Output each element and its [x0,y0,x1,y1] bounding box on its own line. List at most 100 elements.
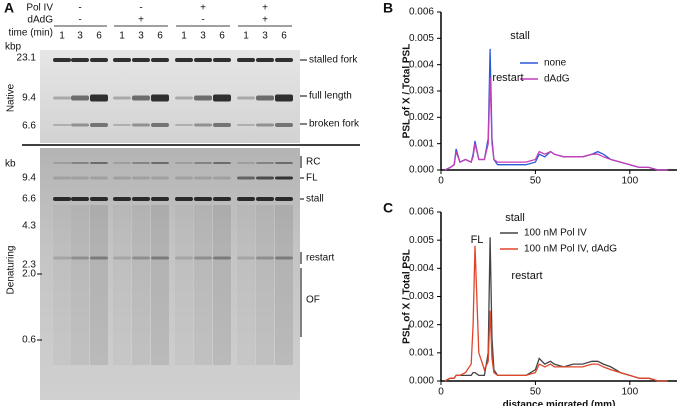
time-label: 3 [262,31,268,42]
x-tick-label: 100 [621,387,638,398]
y-tick-label: 0.004 [409,59,434,70]
gel-band [90,176,108,180]
marker-label: 4.3 [22,221,36,232]
y-tick-label: 0.000 [409,376,434,387]
gel-band [275,176,293,180]
y-tick-label: 0.004 [409,263,434,274]
gel-band [256,58,274,62]
gel-band [132,58,150,62]
gel-band [71,162,89,164]
time-label: 3 [200,31,206,42]
gel-band [71,256,89,260]
gel-band [132,197,150,201]
y-tick-label: 0.000 [409,165,434,176]
marker-label: 6.6 [22,194,36,205]
gel-band [90,162,108,164]
gel-smear [71,205,89,365]
gel-band [213,162,231,164]
gel-band [194,123,212,127]
gel-band [213,256,231,260]
gel-band [53,124,71,126]
marker-label: 2.3 [22,260,36,271]
marker-label: 0.6 [22,335,36,346]
x-tick-label: 0 [438,176,444,187]
gel-band [151,256,169,260]
gel-band [275,58,293,62]
gel-band [151,162,169,164]
band-label: stalled fork [309,55,358,66]
time-label: 6 [96,31,102,42]
gel-band [90,197,108,201]
gel-band [132,95,150,101]
gel-band [151,197,169,201]
gel-band [213,123,231,127]
gel-band [256,197,274,201]
gel-smear [90,205,108,365]
gel-smear [113,205,131,365]
y-tick-label: 0.005 [409,33,434,44]
gel-band [53,197,71,201]
legend-label: 100 nM Pol IV, dAdG [524,244,617,255]
gel-band [175,256,193,260]
gel-band [53,162,71,164]
marker-label: kbp [5,42,22,53]
gel-band [256,256,274,260]
y-axis-title: PSL of X / Total PSL [402,44,413,139]
band-label: full length [309,91,352,102]
gel-band [175,162,193,164]
gel-band [132,256,150,260]
gel-smear [213,205,231,365]
gel-band [151,176,169,180]
x-axis-title: distance migrated (mm) [503,400,616,406]
time-label: 6 [157,31,163,42]
band-label: stall [306,194,324,205]
y-tick-label: 0.003 [409,291,434,302]
dadg-sign: - [201,15,204,26]
gel-band [71,95,89,101]
gel-band [132,123,150,127]
gel-band [132,162,150,164]
time-label: 1 [243,31,249,42]
gel-band [151,94,169,102]
time-label: 1 [119,31,125,42]
gel-band [256,123,274,127]
y-tick-label: 0.005 [409,235,434,246]
gel-smear [275,205,293,365]
gel-band [113,96,131,100]
y-axis-title: PSL of X / Total PSL [402,249,413,344]
band-label: OF [306,295,320,306]
annotation: stall [510,30,530,42]
gel-band [90,123,108,127]
gel-band [237,197,255,201]
marker-label: kb [5,159,16,170]
gel-smear [132,205,150,365]
gel-smear [194,205,212,365]
gel-band [213,58,231,62]
gel-band [175,96,193,100]
gel-band [71,176,89,180]
gel-band [237,58,255,62]
dadg-sign: + [138,15,144,26]
condition-label: time (min) [9,28,53,39]
gel-band [237,162,255,164]
gel-band [53,96,71,100]
marker-label: 9.4 [22,93,36,104]
side-label: Denaturing [6,246,17,295]
y-tick-label: 0.001 [409,347,434,358]
gel-band [113,162,131,164]
gel-band [194,162,212,164]
marker-label: 2.0 [22,269,36,280]
gel-band [175,124,193,126]
side-label: Native [6,83,17,112]
legend-label: dAdG [544,74,570,85]
gel-band [275,94,293,102]
legend-label: none [544,58,567,69]
gel-band [237,176,255,180]
gel-band [213,176,231,180]
gel-band [71,123,89,127]
gel-smear [256,205,274,365]
pol-iv-sign: - [78,3,81,14]
legend-label: 100 nM Pol IV [524,228,587,239]
annotation: restart [492,72,523,84]
